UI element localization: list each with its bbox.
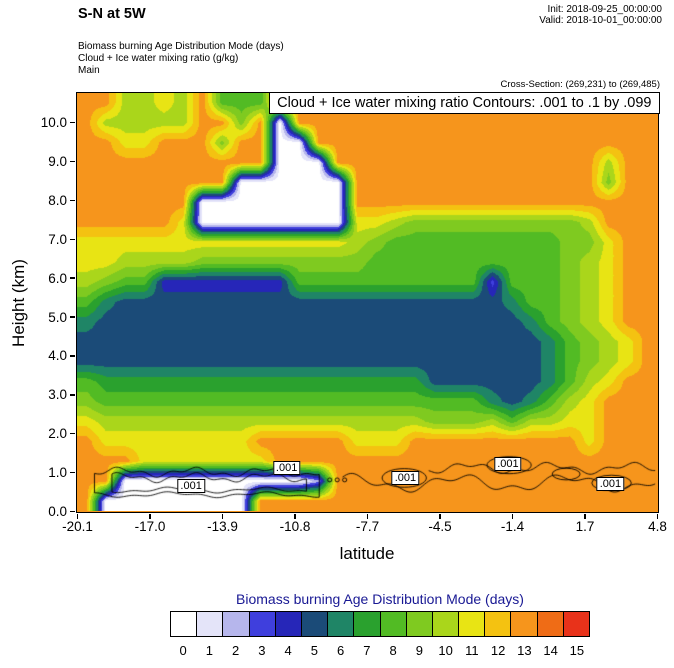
legend-color-cell <box>510 612 537 636</box>
y-tick-label: 9.0 <box>48 154 67 170</box>
contour-label: .001 <box>272 461 301 476</box>
legend-value-label: 9 <box>415 643 423 658</box>
cross-section-plot: Cloud + Ice water mixing ratio Contours:… <box>76 91 660 513</box>
legend-color-cell <box>458 612 485 636</box>
x-tick-mark <box>439 513 441 519</box>
legend-value-label: 7 <box>363 643 371 658</box>
y-tick-label: 1.0 <box>48 465 67 481</box>
legend-value-label: 6 <box>337 643 345 658</box>
x-tick-mark <box>656 513 659 519</box>
legend-value-label: 0 <box>179 643 187 658</box>
y-tick-mark <box>69 160 75 163</box>
legend-value-label: 11 <box>465 643 479 658</box>
legend-color-cell <box>405 612 432 636</box>
y-tick-mark <box>69 394 75 396</box>
y-tick-label: 2.0 <box>48 426 67 442</box>
legend-color-cell <box>431 612 459 636</box>
contour-info-box: Cloud + Ice water mixing ratio Contours:… <box>269 91 660 114</box>
legend-color-cell <box>353 612 380 636</box>
legend-value-label: 2 <box>232 643 240 658</box>
field-line-contour: Cloud + Ice water mixing ratio (g/kg) <box>78 53 239 64</box>
legend-value-label: 1 <box>205 643 213 658</box>
legend-color-cell <box>274 612 301 636</box>
contour-label: .001 <box>177 478 205 493</box>
y-tick-mark <box>69 355 75 357</box>
legend-color-cell <box>484 612 511 636</box>
legend-title: Biomass burning Age Distribution Mode (d… <box>236 591 524 607</box>
y-tick-label: 7.0 <box>48 231 67 247</box>
x-tick-mark <box>366 513 369 519</box>
y-tick-mark <box>69 121 75 124</box>
x-tick-label: -10.8 <box>279 519 311 534</box>
x-axis-title: latitude <box>339 544 395 563</box>
legend-labels: 0 1 2 3 4 5 6 7 8 9 10 11 12 13 14 15 <box>170 643 590 658</box>
page-title: S-N at 5W <box>78 6 146 22</box>
legend-color-cell <box>300 612 328 636</box>
x-tick-label: 1.7 <box>575 519 595 534</box>
filled-contour-field <box>77 93 657 511</box>
legend-color-cell <box>196 612 223 636</box>
x-tick-label: -7.7 <box>355 519 380 534</box>
legend-colorbar <box>170 611 590 637</box>
legend-color-cell <box>248 612 275 636</box>
legend-value-label: 15 <box>569 643 585 658</box>
x-tick-label: 4.8 <box>648 519 667 534</box>
x-tick-label: -13.9 <box>207 519 238 534</box>
x-tick-label: -20.1 <box>62 519 93 534</box>
contour-label: .001 <box>596 476 625 491</box>
legend-color-cell <box>222 612 249 636</box>
legend-color-cell <box>171 612 197 636</box>
legend-value-label: 14 <box>543 643 558 658</box>
y-tick-label: 4.0 <box>48 348 67 364</box>
legend-color-cell <box>536 612 563 636</box>
legend-value-label: 12 <box>490 643 506 658</box>
x-tick-mark <box>221 513 224 519</box>
legend-value-label: 3 <box>258 643 266 658</box>
contour-label: .001 <box>494 457 522 472</box>
contour-label: .001 <box>391 470 420 485</box>
valid-time: Valid: 2018-10-01_00:00:00 <box>539 15 662 26</box>
x-tick-label: -4.5 <box>428 519 452 534</box>
field-line-domain: Main <box>78 65 100 76</box>
legend-value-label: 5 <box>310 643 318 658</box>
x-tick-label: -17.0 <box>134 519 166 534</box>
x-tick-mark <box>76 513 79 519</box>
legend-color-cell <box>327 612 354 636</box>
cross-section-coords: Cross-Section: (269,231) to (269,485) <box>500 79 660 90</box>
y-tick-label: 5.0 <box>48 309 67 325</box>
legend-color-cell <box>379 612 406 636</box>
legend-value-label: 10 <box>438 643 453 658</box>
y-tick-label: 3.0 <box>48 387 67 403</box>
y-tick-mark <box>69 277 75 279</box>
y-tick-label: 0.0 <box>48 504 67 519</box>
y-tick-mark <box>69 316 75 318</box>
x-tick-mark <box>511 513 514 519</box>
init-time: Init: 2018-09-25_00:00:00 <box>547 4 662 15</box>
legend-value-label: 8 <box>389 643 397 658</box>
y-tick-mark <box>69 510 75 513</box>
y-tick-label: 8.0 <box>48 192 67 208</box>
legend-color-cell <box>562 612 589 636</box>
x-tick-label: -1.4 <box>500 519 525 534</box>
x-tick-mark <box>294 513 296 519</box>
y-tick-mark <box>69 432 75 435</box>
x-tick-mark <box>584 513 586 519</box>
y-tick-label: 10.0 <box>40 115 67 131</box>
x-tick-mark <box>149 513 151 519</box>
field-line-shaded: Biomass burning Age Distribution Mode (d… <box>78 41 284 52</box>
y-tick-mark <box>69 471 75 474</box>
y-tick-mark <box>69 238 75 241</box>
legend-value-label: 13 <box>517 643 532 658</box>
y-axis-title: Height (km) <box>9 259 28 347</box>
y-tick-label: 6.0 <box>48 270 67 286</box>
legend-value-label: 4 <box>284 643 292 658</box>
y-tick-mark <box>69 199 75 202</box>
